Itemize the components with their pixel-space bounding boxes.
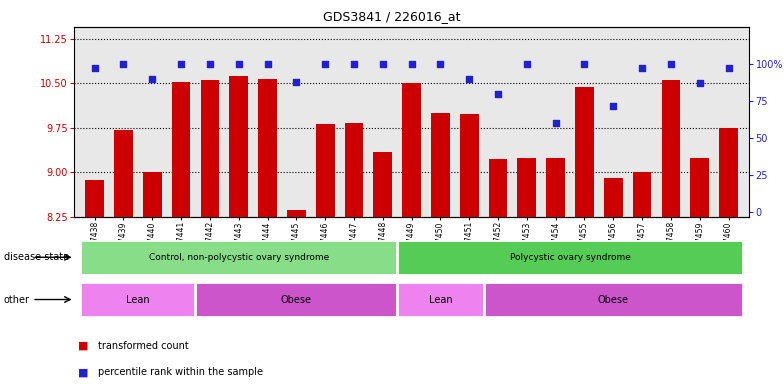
Point	[434, 61, 447, 67]
Bar	[517, 158, 536, 217]
Bar	[402, 83, 421, 217]
Text: Polycystic ovary syndrome: Polycystic ovary syndrome	[510, 253, 630, 262]
Text: other: other	[4, 295, 30, 305]
Point	[579, 61, 591, 67]
Bar	[633, 172, 652, 217]
Bar	[114, 130, 132, 217]
Bar	[230, 76, 248, 217]
Text: transformed count: transformed count	[98, 341, 189, 351]
Text: Lean: Lean	[126, 295, 150, 305]
Point	[261, 61, 274, 67]
Bar	[604, 178, 622, 217]
Bar	[201, 80, 220, 217]
Bar	[546, 158, 565, 217]
Text: ■: ■	[78, 341, 89, 351]
Text: percentile rank within the sample: percentile rank within the sample	[98, 367, 263, 377]
Text: ■: ■	[78, 367, 89, 377]
Bar	[85, 180, 104, 217]
Point	[376, 61, 389, 67]
Bar	[431, 113, 450, 217]
Point	[175, 61, 187, 67]
Bar	[373, 152, 392, 217]
Point	[405, 61, 418, 67]
Bar	[195, 282, 397, 317]
Text: Lean: Lean	[429, 295, 452, 305]
Bar	[345, 122, 363, 217]
Bar	[316, 124, 335, 217]
Point	[117, 61, 129, 67]
Point	[463, 76, 476, 82]
Point	[665, 61, 677, 67]
Bar	[484, 282, 743, 317]
Point	[550, 120, 562, 126]
Text: Control, non-polycystic ovary syndrome: Control, non-polycystic ovary syndrome	[149, 253, 328, 262]
Bar	[488, 159, 507, 217]
Bar	[397, 240, 743, 275]
Text: Obese: Obese	[281, 295, 312, 305]
Bar	[258, 79, 277, 217]
Point	[607, 103, 619, 109]
Point	[89, 65, 101, 71]
Bar	[80, 240, 397, 275]
Point	[694, 80, 706, 86]
Point	[290, 79, 303, 85]
Bar	[575, 88, 593, 217]
Point	[232, 61, 245, 67]
Point	[347, 61, 360, 67]
Bar	[719, 128, 738, 217]
Bar	[691, 157, 709, 217]
Bar	[460, 114, 478, 217]
Point	[319, 61, 332, 67]
Point	[492, 91, 504, 97]
Point	[146, 76, 158, 82]
Text: Obese: Obese	[597, 295, 629, 305]
Point	[204, 61, 216, 67]
Text: GDS3841 / 226016_at: GDS3841 / 226016_at	[323, 10, 461, 23]
Text: disease state: disease state	[4, 252, 69, 262]
Bar	[80, 282, 195, 317]
Bar	[287, 210, 306, 217]
Bar	[172, 82, 191, 217]
Bar	[662, 80, 681, 217]
Point	[521, 61, 533, 67]
Point	[722, 65, 735, 71]
Bar	[143, 172, 162, 217]
Bar	[397, 282, 484, 317]
Point	[636, 65, 648, 71]
